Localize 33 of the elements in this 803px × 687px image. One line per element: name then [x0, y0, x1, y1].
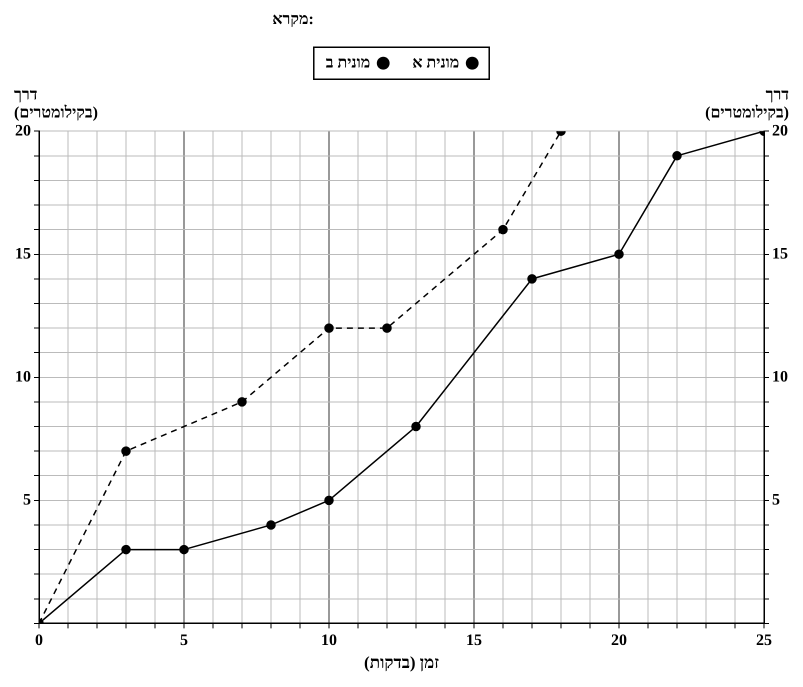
- x-axis-title: זמן (בדקות): [364, 653, 440, 672]
- y-tick-label: 10: [15, 368, 31, 386]
- x-tick-label: 5: [180, 632, 188, 650]
- x-tick-label: 0: [35, 632, 43, 650]
- y-tick-label: 15: [15, 245, 31, 262]
- point: [324, 323, 334, 333]
- y-tick-label: 20: [15, 122, 31, 140]
- point: [382, 323, 392, 333]
- point: [498, 224, 508, 234]
- x-tick-label: 10: [321, 632, 337, 650]
- point: [324, 496, 334, 506]
- legend-label: מונית ב: [326, 54, 370, 72]
- point: [527, 274, 537, 284]
- y-axis-title: דרך (בקילומטרים): [14, 86, 98, 122]
- legend-title: מקרא:: [272, 11, 314, 28]
- point: [266, 520, 276, 530]
- y2-axis-title: דרך (בקילומטרים): [705, 86, 789, 122]
- point: [672, 151, 682, 161]
- point: [411, 422, 421, 432]
- legend-label: מונית א: [412, 54, 460, 72]
- x-tick-label: 20: [611, 632, 627, 650]
- x-tick-label: 25: [756, 632, 772, 650]
- y2-tick-label: 15: [772, 245, 788, 262]
- point: [614, 250, 624, 259]
- y2-tick-label: 10: [772, 368, 788, 386]
- point: [179, 544, 189, 554]
- y2-tick-label: 20: [772, 122, 788, 140]
- x-tick-label: 15: [466, 632, 482, 650]
- point: [237, 397, 247, 407]
- point: [121, 544, 131, 554]
- point: [121, 446, 131, 456]
- y2-tick-label: 5: [772, 491, 780, 508]
- y-tick-label: 5: [23, 491, 31, 508]
